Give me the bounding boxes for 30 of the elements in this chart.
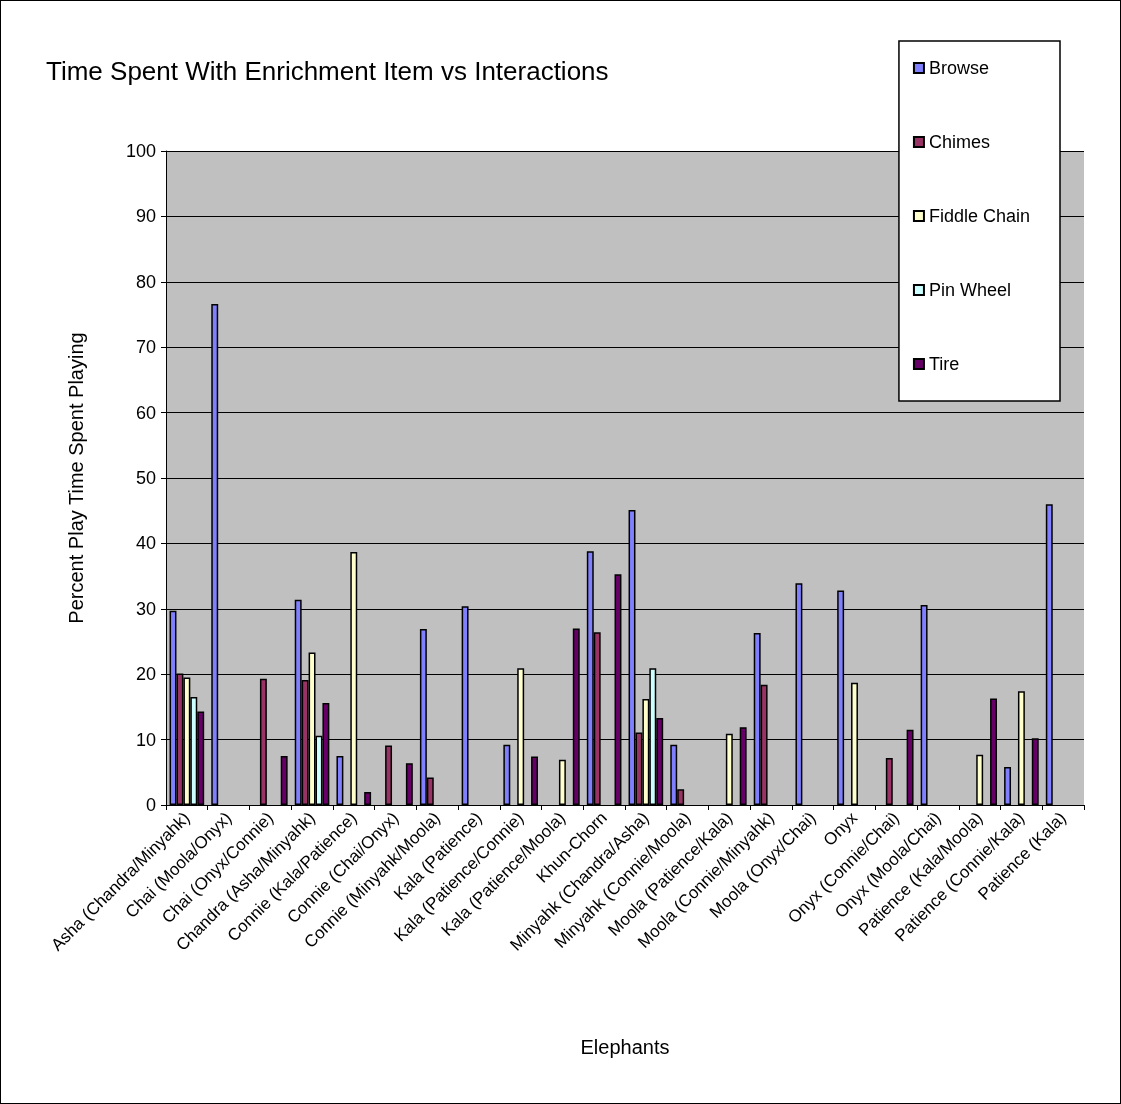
- y-tick-label: 10: [135, 729, 156, 750]
- bar: [531, 756, 538, 805]
- bar: [1004, 767, 1012, 805]
- y-tick-label: 90: [135, 206, 156, 227]
- x-axis-title: Elephants: [580, 1036, 670, 1058]
- y-tick-label: 30: [135, 598, 156, 619]
- bar: [885, 757, 893, 805]
- y-axis-title: Percent Play Time Spent Playing: [65, 332, 87, 624]
- legend-label: Tire: [928, 354, 960, 374]
- y-tick-label: 40: [135, 533, 156, 554]
- bar: [280, 755, 288, 805]
- chart-title: Time Spent With Enrichment Item vs Interactions: [46, 56, 609, 86]
- bar: [364, 791, 372, 805]
- legend-label: Chimes: [928, 132, 990, 152]
- y-tick-label: 50: [135, 468, 156, 488]
- legend-label: Pin Wheel: [928, 280, 1011, 300]
- y-tick-label: 20: [135, 664, 156, 685]
- bar: [503, 744, 511, 805]
- y-tick-label: 100: [125, 141, 156, 161]
- bar: [336, 755, 344, 805]
- bar: [385, 745, 393, 805]
- y-tick-label: 80: [135, 271, 156, 292]
- bar: [405, 763, 413, 805]
- bar: [558, 759, 566, 805]
- y-tick-label: 60: [135, 402, 156, 423]
- bar: [976, 754, 984, 805]
- legend-label: Browse: [928, 58, 989, 78]
- y-tick-label: 0: [145, 795, 156, 815]
- legend-label: Fiddle Chain: [928, 206, 1031, 226]
- y-tick-label: 70: [135, 337, 156, 358]
